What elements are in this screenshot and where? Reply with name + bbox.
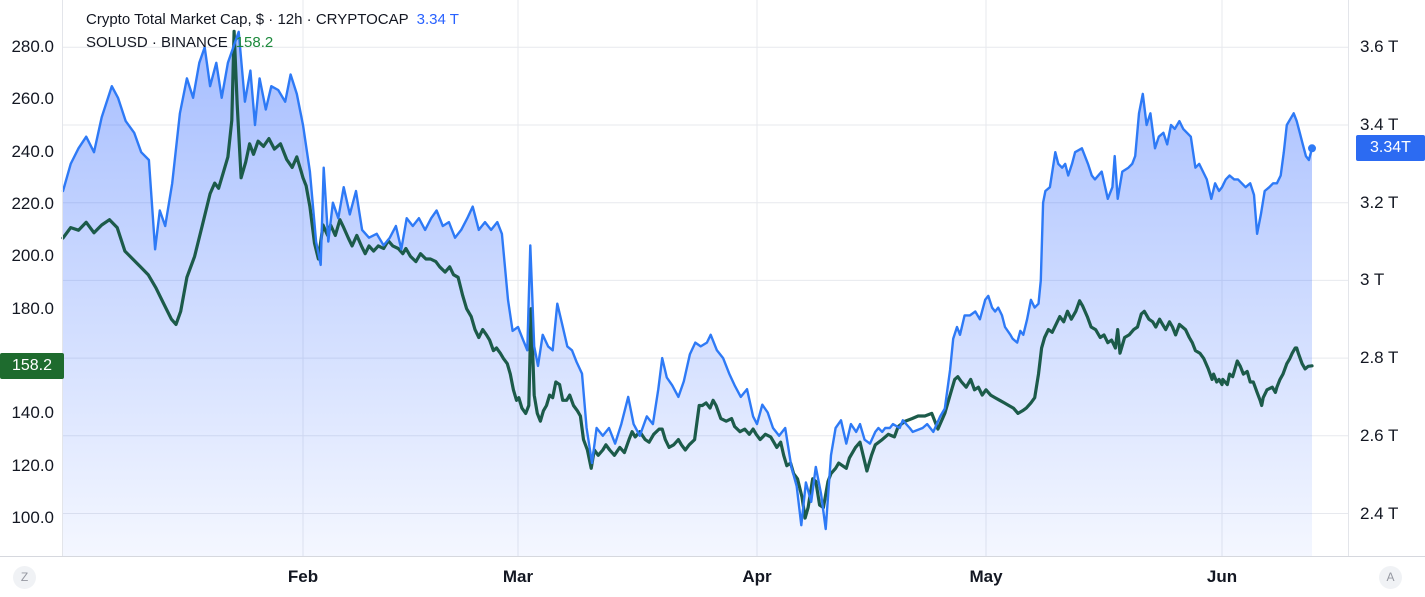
right-axis-tick: 3.4 T — [1360, 115, 1399, 134]
legend-marketcap-title: Crypto Total Market Cap, $ · 12h · CRYPT… — [86, 11, 409, 28]
left-axis-tick: 220.0 — [11, 194, 54, 213]
left-axis-tick: 180.0 — [11, 299, 54, 318]
right-axis-tick: 3.6 T — [1360, 37, 1399, 56]
marketcap-line — [61, 30, 1314, 531]
chart-pane[interactable] — [0, 0, 1425, 556]
time-axis-tick-may: May — [969, 567, 1003, 586]
left-axis-tick: 240.0 — [11, 142, 54, 161]
time-axis[interactable]: Z A Feb Mar Apr May Jun — [0, 556, 1425, 597]
left-axis-tick: 260.0 — [11, 89, 54, 108]
left-price-axis[interactable]: 280.0 260.0 240.0 220.0 200.0 180.0 140.0 120.0… — [0, 0, 58, 556]
time-axis-tick-mar: Mar — [502, 567, 534, 586]
left-axis-tick: 140.0 — [11, 403, 54, 422]
right-scale-border — [1348, 0, 1349, 556]
left-scale-border — [62, 0, 63, 556]
left-axis-tick: 200.0 — [11, 246, 54, 265]
legend-row-marketcap[interactable]: Crypto Total Market Cap, $ · 12h · CRYPT… — [86, 8, 459, 31]
right-price-axis[interactable]: 3.6 T 3.4 T 3.2 T 3 T 2.8 T 2.6 T 2.4 T — [1352, 0, 1425, 556]
left-axis-tick: 120.0 — [11, 456, 54, 475]
legend: Crypto Total Market Cap, $ · 12h · CRYPT… — [86, 8, 459, 54]
marketcap-area-fill — [63, 31, 1312, 556]
legend-marketcap-value: 3.34 T — [416, 11, 459, 28]
legend-solusd-value: 158.2 — [235, 34, 274, 51]
time-axis-tick-jun: Jun — [1206, 567, 1238, 586]
mcap-price-badge: 3.34T — [1356, 135, 1425, 161]
corner-button-z[interactable]: Z — [13, 566, 36, 589]
legend-row-solusd[interactable]: SOLUSD · BINANCE 158.2 — [86, 31, 459, 54]
time-axis-tick-feb: Feb — [287, 567, 319, 586]
right-axis-tick: 2.4 T — [1360, 504, 1399, 523]
left-axis-tick: 280.0 — [11, 37, 54, 56]
time-axis-tick-apr: Apr — [742, 567, 772, 586]
right-axis-tick: 3.2 T — [1360, 193, 1399, 212]
right-axis-tick: 3 T — [1360, 270, 1385, 289]
last-price-dot — [1308, 144, 1316, 153]
legend-solusd-title: SOLUSD · BINANCE — [86, 34, 228, 51]
solusd-line — [61, 29, 1314, 520]
corner-button-a[interactable]: A — [1379, 566, 1402, 589]
right-axis-tick: 2.8 T — [1360, 348, 1399, 367]
left-axis-tick: 100.0 — [11, 508, 54, 527]
sol-price-badge: 158.2 — [0, 353, 64, 379]
right-axis-tick: 2.6 T — [1360, 426, 1399, 445]
